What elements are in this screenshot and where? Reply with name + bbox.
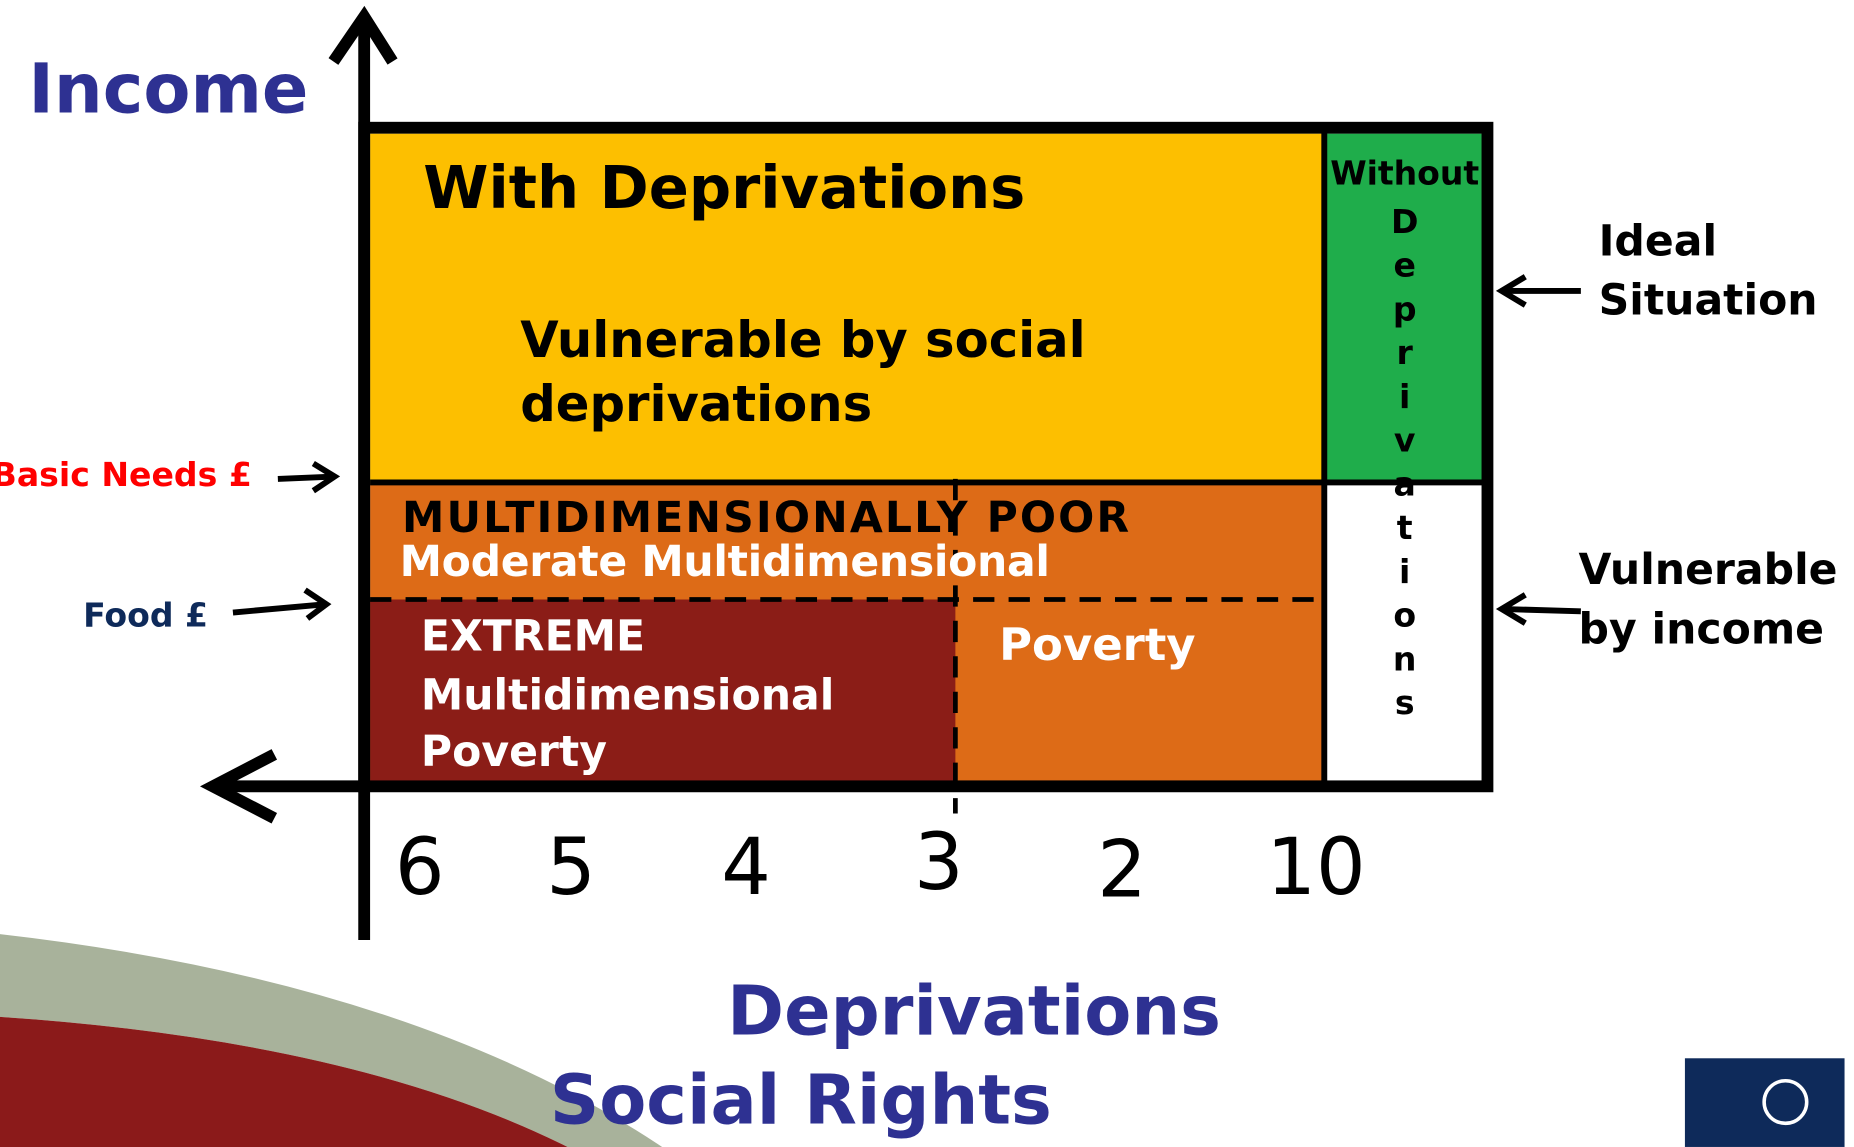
annotation: Vulnerable [1579,545,1838,595]
vertical-letter: v [1394,421,1416,460]
x-tick-label: 6 [395,823,445,913]
x-tick-label: 2 [1097,825,1147,915]
annotation: Ideal [1599,216,1717,266]
vertical-letter: s [1395,683,1415,722]
x-tick-label: 3 [914,818,964,908]
annotation: by income [1579,604,1825,654]
region-label: Moderate Multidimensional [400,537,1050,587]
region-label: MULTIDIMENSIONALLY POOR [402,493,1129,543]
line-label: Basic Needs £ [0,455,252,494]
vertical-letter: i [1399,552,1410,591]
vertical-letter: D [1391,202,1418,241]
region-label: Vulnerable by social [520,311,1085,369]
x-tick-label: 4 [721,823,771,913]
x-tick-label: 5 [546,823,596,913]
vertical-letter: a [1394,464,1416,503]
y-label: Income [28,49,308,129]
vertical-letter: r [1397,333,1414,372]
region-label: deprivations [520,375,872,433]
region-label: Poverty [421,727,607,777]
vertical-letter: o [1393,596,1416,635]
region-label: Poverty [999,618,1195,671]
vertical-letter: e [1393,246,1415,285]
x-sublabel: Social Rights [550,1060,1052,1140]
vertical-letter: t [1397,508,1413,547]
region-title: With Deprivations [423,153,1025,222]
region-label: Without [1330,153,1479,192]
diagram: Income With Deprivations Vulnerable by s… [0,0,1854,1147]
x-label: Deprivations [727,972,1221,1052]
vertical-letter: n [1393,639,1417,678]
vertical-letter: i [1399,377,1410,416]
region-label: EXTREME [421,611,645,661]
annotation: Situation [1599,276,1818,326]
line-label: Food £ [83,596,208,635]
region-label: Multidimensional [421,670,834,720]
vertical-letter: p [1393,289,1417,328]
x-tick-label: 10 [1266,823,1365,913]
